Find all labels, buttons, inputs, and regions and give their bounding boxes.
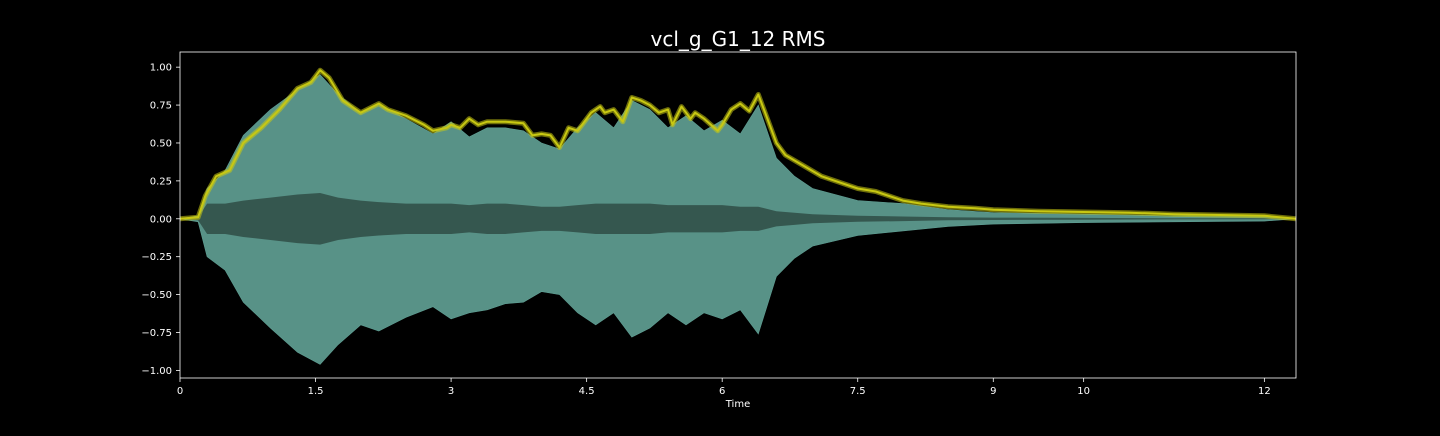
y-tick-label: 0.50: [150, 138, 172, 149]
x-tick-label: 6: [719, 386, 725, 397]
x-tick-label: 0: [177, 386, 183, 397]
plot-area: 1.00 0.75 0.50 0.25 0.00 −0.25 −0.50 −0.75 −1.00…: [141, 51, 1297, 397]
x-tick-label: 1.5: [308, 386, 324, 397]
axes-frame: [179, 51, 1297, 379]
y-tick-label: 0.75: [150, 101, 172, 112]
waveform-core: [180, 193, 1296, 245]
y-tick-label: −1.00: [141, 366, 172, 377]
y-tick-label: 0.00: [150, 214, 172, 225]
rms-line: [179, 69, 1297, 220]
x-tick-label: 12: [1258, 386, 1271, 397]
y-tick-label: −0.75: [141, 328, 172, 339]
x-tick-label: 7.5: [850, 386, 866, 397]
x-tick-label: 10: [1077, 386, 1090, 397]
x-tick-label: 3: [448, 386, 454, 397]
y-tick-label: 0.25: [150, 176, 172, 187]
x-tick-label: 9: [990, 386, 996, 397]
y-tick-label: −0.25: [141, 252, 172, 263]
chart-title: vcl_g_G1_12 RMS: [651, 27, 826, 51]
x-tick-label: 4.5: [579, 386, 595, 397]
y-tick-label: −0.50: [141, 290, 172, 301]
x-axis-label: Time: [725, 399, 750, 410]
y-tick-label: 1.00: [150, 63, 172, 74]
